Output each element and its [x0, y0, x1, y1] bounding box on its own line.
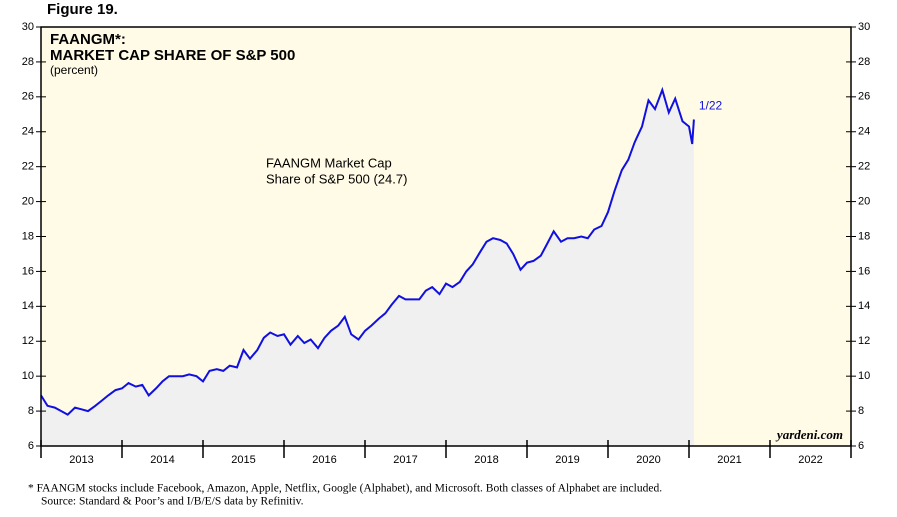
y-tick-label: 12	[22, 335, 34, 347]
y-tick-label: 16	[22, 265, 34, 277]
x-tick-label: 2017	[393, 454, 417, 466]
y-tick-label: 6	[28, 440, 34, 452]
y2-tick-label: 16	[858, 265, 870, 277]
y2-tick-label: 6	[858, 440, 864, 452]
y2-tick-label: 14	[858, 300, 870, 312]
y-tick-label: 14	[22, 300, 34, 312]
y2-tick-label: 24	[858, 126, 870, 138]
y-tick-label: 10	[22, 370, 34, 382]
chart-title: FAANGM*:	[50, 31, 126, 48]
chart-title: MARKET CAP SHARE OF S&P 500	[50, 47, 295, 64]
y2-tick-label: 8	[858, 405, 864, 417]
y-tick-label: 28	[22, 56, 34, 68]
x-tick-label: 2019	[555, 454, 579, 466]
x-tick-label: 2018	[474, 454, 498, 466]
y2-tick-label: 30	[858, 21, 870, 33]
end-label: 1/22	[699, 99, 723, 113]
annotation: Share of S&P 500 (24.7)	[266, 171, 407, 186]
figure-label: Figure 19.	[47, 1, 118, 18]
footnote: * FAANGM stocks include Facebook, Amazon…	[28, 483, 662, 495]
x-tick-label: 2022	[798, 454, 822, 466]
y2-tick-label: 20	[858, 195, 870, 207]
y-tick-label: 24	[22, 126, 34, 138]
x-tick-label: 2020	[636, 454, 660, 466]
y2-tick-label: 12	[858, 335, 870, 347]
y-tick-label: 18	[22, 230, 34, 242]
x-tick-label: 2021	[717, 454, 741, 466]
area	[41, 89, 694, 447]
footnote: Source: Standard & Poor’s and I/B/E/S da…	[41, 496, 304, 508]
x-tick-label: 2016	[312, 454, 336, 466]
y-tick-label: 20	[22, 195, 34, 207]
y-tick-label: 30	[22, 21, 34, 33]
watermark: yardeni.com	[775, 427, 843, 442]
y2-tick-label: 26	[858, 91, 870, 103]
annotation: FAANGM Market Cap	[266, 155, 392, 170]
y2-tick-label: 10	[858, 370, 870, 382]
y2-tick-label: 22	[858, 161, 870, 173]
x-tick-label: 2015	[231, 454, 255, 466]
x-tick-label: 2013	[69, 454, 93, 466]
y-tick-label: 8	[28, 405, 34, 417]
y-tick-label: 26	[22, 91, 34, 103]
y2-tick-label: 28	[858, 56, 870, 68]
y-tick-label: 22	[22, 161, 34, 173]
chart-subtitle: (percent)	[50, 63, 98, 77]
y2-tick-label: 18	[858, 230, 870, 242]
line	[40, 86, 695, 416]
x-tick-label: 2014	[150, 454, 174, 466]
